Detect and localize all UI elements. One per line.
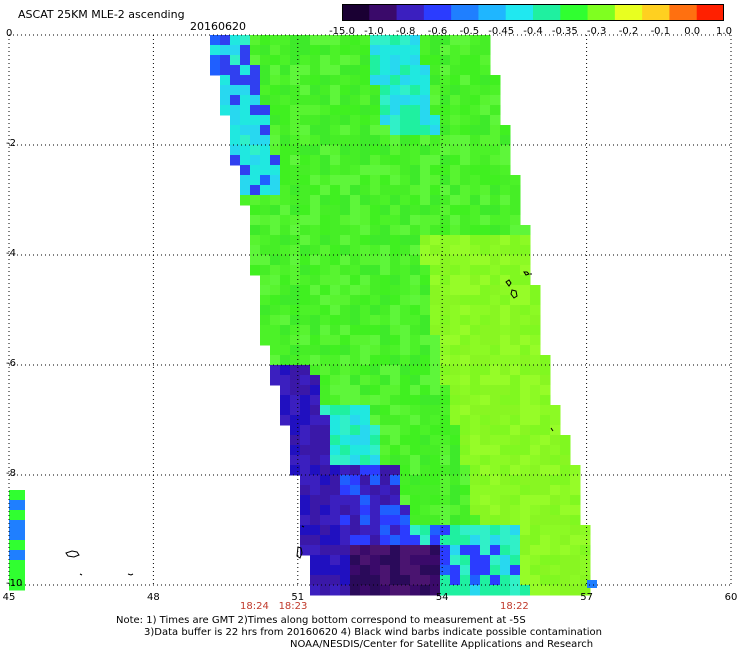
colorbar-label: -0.35 — [551, 26, 578, 37]
colorbar-label: -0.8 — [395, 26, 416, 37]
latitude-tick: -10 — [6, 578, 23, 589]
colorbar-segment — [396, 4, 425, 21]
colorbar-segment — [478, 4, 507, 21]
longitude-tick: 45 — [2, 592, 16, 603]
latitude-tick: -6 — [6, 358, 16, 369]
colorbar-label: -0.1 — [650, 26, 671, 37]
colorbar-segment — [614, 4, 643, 21]
colorbar-label: -0.45 — [488, 26, 515, 37]
colorbar-segment — [505, 4, 534, 21]
colorbar — [342, 4, 724, 21]
map-grid — [8, 34, 732, 586]
note-line-2: 3)Data buffer is 22 hrs from 20160620 4)… — [144, 627, 602, 638]
time-tick: 18:23 — [278, 601, 308, 612]
colorbar-segment — [669, 4, 698, 21]
latitude-tick: -8 — [6, 468, 16, 479]
edge-swath — [9, 490, 25, 591]
longitude-tick: 54 — [435, 592, 449, 603]
longitude-tick: 57 — [580, 592, 593, 603]
colorbar-segment — [587, 4, 616, 21]
latitude-tick: 0 — [6, 28, 13, 39]
wind-swath — [210, 35, 591, 596]
island-outlines — [65, 271, 554, 576]
colorbar-label: -0.5 — [459, 26, 480, 37]
colorbar-segment — [696, 4, 724, 21]
note-line-1: Note: 1) Times are GMT 2)Times along bot… — [116, 615, 526, 626]
colorbar-label: -15.0 — [329, 26, 355, 37]
colorbar-segment — [369, 4, 398, 21]
map-title: ASCAT 25KM MLE-2 ascending — [18, 8, 185, 21]
colorbar-label: -0.4 — [523, 26, 543, 37]
colorbar-label: -0.6 — [427, 26, 448, 37]
note-line-3: NOAA/NESDIS/Center for Satellite Applica… — [290, 639, 594, 650]
colorbar-segment — [642, 4, 670, 21]
colorbar-segment — [342, 4, 370, 21]
latitude-tick: -4 — [6, 248, 16, 259]
time-tick: 18:22 — [499, 601, 529, 612]
longitude-tick: 51 — [291, 592, 305, 603]
colorbar-segment — [451, 4, 479, 21]
colorbar-segment — [533, 4, 561, 21]
colorbar-label: -0.2 — [618, 26, 639, 37]
colorbar-label: -1.0 — [364, 26, 384, 37]
colorbar-label: 1.0 — [716, 26, 732, 37]
time-tick: 18:24 — [240, 601, 269, 612]
colorbar-label: -0.3 — [586, 26, 607, 37]
longitude-tick: 48 — [147, 592, 160, 603]
latitude-tick: -2 — [6, 138, 16, 149]
colorbar-segment — [560, 4, 589, 21]
colorbar-segment — [423, 4, 452, 21]
longitude-tick: 60 — [724, 592, 738, 603]
map-date: 20160620 — [190, 20, 246, 33]
colorbar-label: 0.0 — [684, 26, 701, 37]
